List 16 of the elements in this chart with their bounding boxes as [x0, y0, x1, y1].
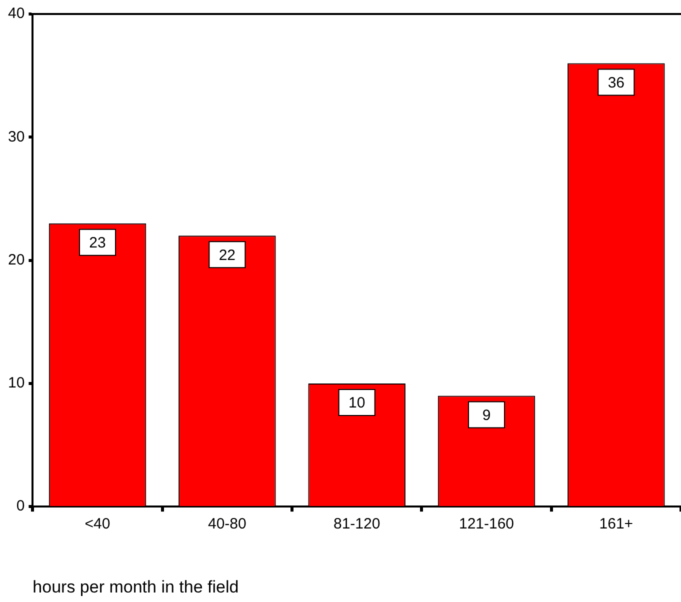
- y-tick-label: 40: [8, 5, 25, 22]
- y-tick-label: 10: [8, 374, 25, 392]
- x-tick-label: <40: [84, 516, 110, 533]
- x-tick-label: 161+: [599, 516, 634, 533]
- data-label: 9: [482, 406, 491, 424]
- x-tick-label: 121-160: [458, 516, 514, 533]
- y-tick-label: 30: [8, 128, 25, 146]
- data-label: 36: [608, 74, 625, 92]
- y-tick-label: 20: [8, 251, 25, 268]
- x-axis-title: hours per month in the field: [32, 577, 239, 596]
- y-tick-label: 0: [16, 498, 25, 515]
- x-tick-label: 40-80: [208, 516, 246, 533]
- data-label: 10: [348, 394, 366, 412]
- x-tick-label: 81-120: [333, 516, 380, 533]
- data-label: 22: [218, 246, 236, 264]
- data-label: 23: [89, 234, 106, 252]
